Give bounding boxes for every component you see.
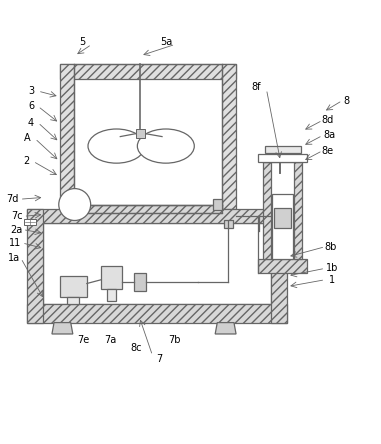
Bar bbox=[222, 64, 236, 209]
Bar bbox=[224, 220, 234, 228]
Text: 2: 2 bbox=[23, 156, 30, 166]
Text: 6: 6 bbox=[28, 101, 34, 111]
Text: 8c: 8c bbox=[131, 343, 142, 353]
Bar bbox=[294, 162, 303, 259]
Text: 8a: 8a bbox=[323, 131, 335, 140]
Bar bbox=[59, 276, 87, 297]
Bar bbox=[74, 205, 222, 213]
Text: 8: 8 bbox=[344, 96, 350, 106]
Text: 7e: 7e bbox=[77, 335, 90, 345]
Bar bbox=[274, 208, 291, 229]
Bar bbox=[27, 305, 287, 323]
Polygon shape bbox=[215, 323, 236, 334]
Text: 5: 5 bbox=[79, 37, 85, 47]
Text: 8f: 8f bbox=[251, 82, 261, 92]
Polygon shape bbox=[52, 323, 73, 334]
Ellipse shape bbox=[138, 129, 194, 163]
Bar bbox=[258, 259, 307, 273]
Bar bbox=[134, 273, 146, 291]
Text: 1: 1 bbox=[329, 275, 335, 285]
Text: 1a: 1a bbox=[8, 253, 20, 263]
Text: A: A bbox=[24, 134, 30, 143]
Bar bbox=[264, 147, 301, 153]
Text: 4: 4 bbox=[27, 118, 34, 127]
Text: 7: 7 bbox=[156, 354, 163, 365]
Ellipse shape bbox=[88, 129, 145, 163]
Text: 7c: 7c bbox=[11, 211, 22, 221]
Bar bbox=[27, 209, 287, 223]
Text: 8e: 8e bbox=[322, 146, 334, 156]
Bar bbox=[59, 64, 74, 209]
Text: 7a: 7a bbox=[104, 335, 116, 345]
Bar bbox=[59, 64, 236, 79]
Bar bbox=[213, 199, 222, 210]
Bar bbox=[136, 129, 145, 139]
Text: 11: 11 bbox=[9, 238, 21, 248]
Bar bbox=[24, 219, 36, 225]
Bar bbox=[107, 289, 117, 301]
Text: 8d: 8d bbox=[322, 115, 334, 125]
Bar bbox=[263, 162, 271, 259]
Circle shape bbox=[59, 189, 91, 221]
Text: 7b: 7b bbox=[168, 335, 181, 345]
Bar bbox=[43, 223, 271, 305]
Bar bbox=[101, 266, 122, 289]
Text: 5a: 5a bbox=[160, 37, 172, 47]
Bar bbox=[67, 297, 79, 305]
Bar bbox=[271, 209, 287, 323]
Text: 1b: 1b bbox=[325, 263, 338, 274]
Text: 2a: 2a bbox=[10, 225, 22, 234]
Text: 3: 3 bbox=[28, 86, 34, 96]
Bar bbox=[258, 155, 307, 162]
Bar bbox=[272, 194, 293, 259]
Text: 7d: 7d bbox=[6, 194, 19, 204]
Bar bbox=[27, 209, 43, 323]
Text: 8b: 8b bbox=[325, 242, 337, 252]
